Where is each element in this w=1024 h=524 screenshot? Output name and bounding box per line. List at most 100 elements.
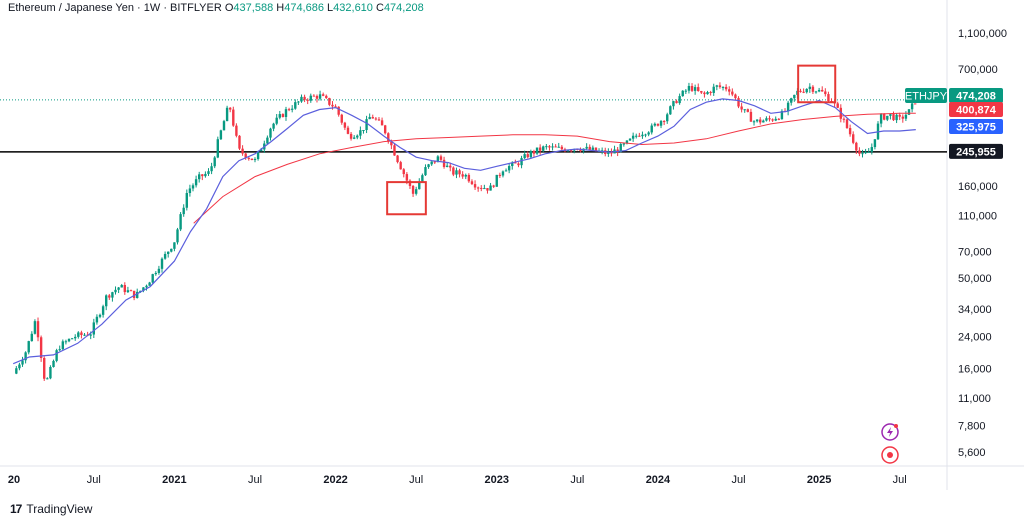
x-tick-label: Jul: [248, 474, 262, 486]
candle-body: [700, 91, 703, 93]
candle-body: [728, 89, 731, 92]
candle-body: [306, 99, 309, 101]
candle-body: [185, 193, 189, 208]
candle-body: [569, 150, 573, 152]
x-tick-label: Jul: [731, 474, 745, 486]
candle-body: [145, 285, 148, 288]
candle-body: [743, 109, 746, 111]
candle-body: [470, 181, 474, 185]
candle-body: [697, 87, 700, 92]
candle-body: [638, 135, 641, 137]
candle-body: [136, 291, 139, 298]
candle-body: [724, 86, 728, 90]
candle-body: [315, 95, 319, 99]
candle-body: [507, 166, 511, 171]
brand-logo[interactable]: 17 TradingView: [10, 502, 92, 516]
candle-body: [108, 295, 111, 298]
candle-body: [489, 185, 492, 191]
annotation-box[interactable]: [797, 64, 837, 104]
candle-body: [148, 282, 151, 286]
candle-body: [647, 132, 650, 135]
candle-body: [228, 107, 232, 110]
candle-body: [755, 119, 759, 122]
annotation-boxes[interactable]: [386, 64, 837, 216]
candle-body: [43, 358, 46, 379]
candle-body: [762, 120, 765, 123]
svg-text:245,955: 245,955: [956, 146, 996, 158]
candle-body: [842, 118, 846, 120]
candle-body: [114, 289, 117, 293]
candle-body: [439, 156, 443, 160]
candle-body: [610, 151, 613, 154]
candle-body: [408, 180, 412, 186]
price-tag: 400,874: [949, 102, 1003, 117]
candle-body: [232, 109, 235, 126]
y-tick-label: 7,800: [958, 421, 986, 433]
candle-body: [523, 154, 526, 159]
candle-body: [349, 133, 353, 139]
candle-body: [898, 114, 901, 117]
candle-body: [256, 151, 260, 160]
candle-body: [814, 91, 818, 93]
candle-body: [746, 109, 750, 112]
record-icon[interactable]: [881, 446, 899, 464]
candle-body: [132, 290, 136, 298]
candle-body: [712, 86, 715, 93]
candle-body: [427, 164, 430, 168]
candle-body: [105, 295, 108, 307]
candle-body: [191, 185, 195, 189]
flash-icon[interactable]: [881, 423, 899, 441]
candle-body: [501, 171, 505, 176]
candle-body: [207, 171, 210, 174]
candle-body: [486, 188, 489, 191]
candle-body: [160, 258, 164, 269]
candle-body: [303, 96, 306, 100]
candle-body: [27, 341, 30, 353]
high-label: H: [276, 2, 285, 14]
x-tick-label: 20: [8, 474, 20, 486]
y-axis[interactable]: 1,100,000 700,000 160,000 110,000 70,000 50,0…: [958, 28, 1007, 459]
y-tick-label: 700,000: [958, 64, 998, 76]
candle-body: [405, 174, 409, 181]
candle-body: [67, 338, 71, 342]
annotation-box[interactable]: [386, 181, 427, 216]
candle-body: [461, 174, 464, 177]
candle-body: [870, 147, 874, 152]
candle-body: [92, 322, 96, 335]
candle-body: [678, 96, 681, 104]
candle-body: [557, 146, 560, 148]
candle-body: [867, 151, 870, 153]
candle-body: [631, 135, 635, 139]
symbol-label[interactable]: Ethereum / Japanese Yen · 1W · BITFLYER: [8, 2, 222, 14]
candle-body: [492, 185, 495, 187]
candle-body: [504, 170, 508, 172]
candle-body: [151, 274, 154, 283]
candle-body: [52, 360, 55, 367]
candle-body: [551, 146, 554, 148]
candle-body: [436, 156, 440, 163]
chart-header: Ethereum / Japanese Yen · 1W · BITFLYER …: [8, 2, 424, 14]
candle-body: [213, 157, 216, 167]
candle-body: [907, 109, 911, 115]
candle-body: [36, 321, 40, 338]
candle-body: [210, 166, 213, 172]
candle-body: [675, 101, 678, 104]
candle-body: [774, 118, 777, 121]
candle-body: [554, 146, 557, 148]
y-tick-label: 11,000: [958, 393, 991, 405]
price-tag: ETHJPY: [905, 88, 948, 103]
x-axis[interactable]: 20 Jul 2021 Jul 2022 Jul 2023 Jul 2024 Jul 2025 Jul: [8, 474, 907, 486]
y-tick-label: 5,600: [958, 447, 986, 459]
candle-body: [176, 229, 179, 243]
candle-body: [650, 125, 653, 133]
candle-body: [129, 290, 133, 292]
candle-body: [58, 349, 61, 351]
candle-body: [402, 169, 405, 175]
candle-body: [827, 94, 830, 102]
candle-body: [182, 207, 185, 215]
candle-body: [802, 91, 805, 93]
candle-body: [383, 125, 387, 134]
candle-body: [579, 149, 582, 152]
candle-body: [585, 146, 588, 149]
